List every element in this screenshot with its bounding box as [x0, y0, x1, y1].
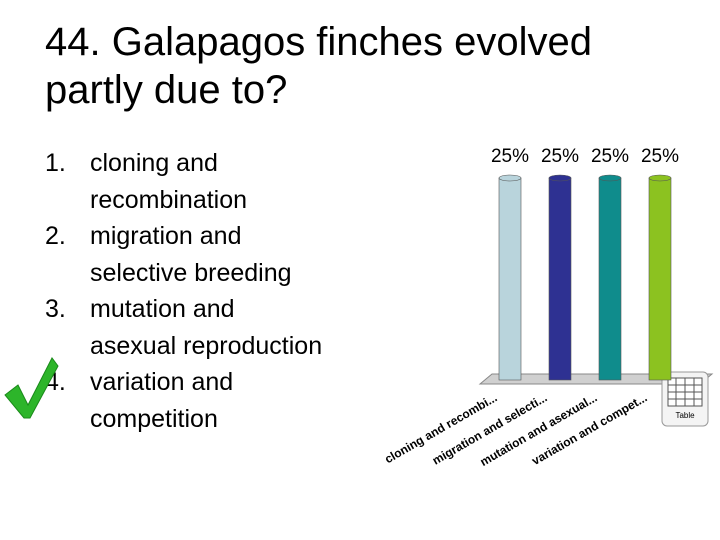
value-label: 25% — [591, 146, 629, 167]
correct-checkmark — [4, 357, 59, 419]
answer-line: variation and — [90, 368, 234, 396]
answer-line: competition — [90, 404, 218, 433]
answer: 3. mutation and asexual reproduction — [45, 291, 322, 364]
table-icon-label: Table — [675, 411, 695, 420]
answer-number: 3. — [45, 295, 66, 323]
bar — [648, 177, 672, 381]
bar-cap — [598, 174, 622, 182]
answer-list: 1. cloning and recombination 2. migration an… — [45, 145, 322, 437]
title-line: 44. Galapagos finches evolved — [45, 20, 593, 64]
title: 44. Galapagos finches evolved partly due… — [45, 18, 592, 114]
value-label: 25% — [491, 146, 529, 167]
answer-text: migration and selective breeding — [90, 218, 292, 291]
bar — [498, 177, 522, 381]
answer-text: mutation and asexual reproduction — [90, 291, 322, 364]
answer-number: 2. — [45, 222, 66, 250]
bar — [598, 177, 622, 381]
answer-line: selective breeding — [90, 258, 292, 287]
table-icon-lines — [668, 378, 702, 406]
title-line: partly due to? — [45, 68, 288, 112]
answer-line: cloning and — [90, 149, 218, 177]
bar-cap — [498, 174, 522, 182]
bar-cap — [548, 174, 572, 182]
answer-text: cloning and recombination — [90, 145, 247, 218]
value-label: 25% — [541, 146, 579, 167]
bar-cap — [648, 174, 672, 182]
answer: 1. cloning and recombination — [45, 145, 322, 218]
answer-number: 1. — [45, 149, 66, 177]
answer: 4. variation and competition — [45, 364, 322, 437]
answer: 2. migration and selective breeding — [45, 218, 322, 291]
answer-text: variation and competition — [90, 364, 233, 437]
answer-line: migration and — [90, 222, 242, 250]
value-label: 25% — [641, 146, 679, 167]
table-icon: Table — [661, 371, 709, 427]
answer-line: mutation and — [90, 295, 235, 323]
bar — [548, 177, 572, 381]
answer-line: asexual reproduction — [90, 331, 323, 360]
answer-line: recombination — [90, 185, 248, 214]
